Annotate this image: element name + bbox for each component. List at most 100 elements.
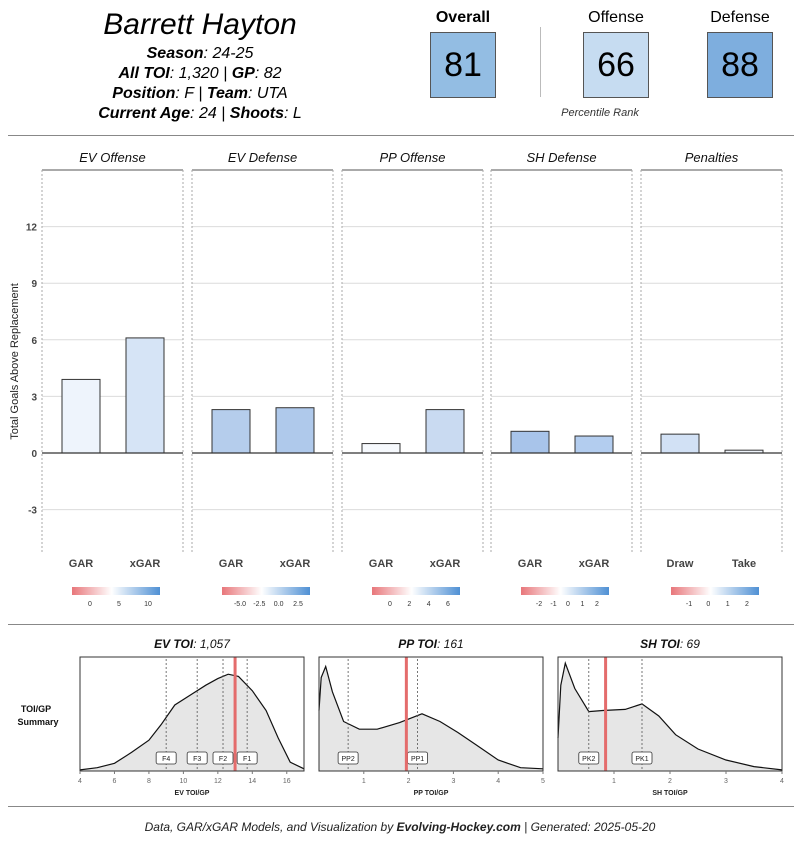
- gp-label: GP: [231, 65, 255, 82]
- footer-site: Evolving-Hockey.com: [396, 820, 521, 834]
- offense-value: 66: [583, 32, 649, 98]
- toi-frame: [79, 656, 305, 772]
- summary-label-line2: Summary: [17, 717, 58, 727]
- score-divider: [540, 27, 541, 97]
- ref-label-box: [236, 751, 258, 765]
- gp-value: 82: [263, 65, 282, 82]
- color-scale-tick: -5.0: [234, 601, 246, 608]
- color-scale-tick: 0: [566, 601, 570, 608]
- x-tick-label: GAR: [518, 558, 543, 570]
- x-tick-label: 3: [724, 778, 728, 785]
- panel-title: PP Offense: [380, 150, 446, 165]
- color-scale-tick: 0: [388, 601, 392, 608]
- x-tick-label: 14: [248, 778, 256, 785]
- toi-title-sep: :: [193, 637, 200, 651]
- footer-prefix: Data, GAR/xGAR Models, and Visualization…: [144, 820, 397, 834]
- x-tick-label: 3: [451, 778, 455, 785]
- defense-score: Defense 88: [706, 8, 774, 98]
- x-axis-label: SH TOI/GP: [652, 790, 688, 797]
- panel-title: Penalties: [685, 150, 739, 165]
- color-scale-tick: 0.0: [274, 601, 284, 608]
- color-scale-tick: -2.5: [253, 601, 265, 608]
- x-tick-label: 1: [362, 778, 366, 785]
- toi-panel-sh-toi: SH TOI: 69 PK2 PK1 1 2 3 4 SH TOI/GP: [557, 637, 784, 797]
- toi-panel-pp-toi: PP TOI: 161 PP2 PP1 1 2 3 4 5 PP TOI/GP: [318, 637, 545, 797]
- season-label: Season: [146, 45, 204, 62]
- divider-middle: [8, 624, 794, 625]
- x-tick-label: GAR: [69, 558, 94, 570]
- density-line: [79, 673, 305, 771]
- summary-label-line1: TOI/GP: [21, 704, 51, 714]
- gar-panel-pp-offense: PP Offense GAR xGAR 0 2 4 6: [341, 150, 484, 608]
- x-axis-label: EV TOI/GP: [175, 790, 210, 797]
- y-axis-label: Total Goals Above Replacement: [9, 283, 21, 440]
- offense-label: Offense: [588, 9, 644, 26]
- age-value: 24: [198, 105, 217, 122]
- bar-xgar: [574, 435, 614, 454]
- ref-label: F1: [243, 756, 251, 763]
- density-area: [558, 663, 782, 771]
- season-value: 24-25: [212, 45, 254, 62]
- gar-panel-sh-defense: SH Defense GAR xGAR -2 -1 0 1 2: [490, 150, 633, 608]
- y-tick-label: -3: [28, 506, 37, 517]
- team-label: Team: [206, 85, 249, 102]
- bar-xgar: [125, 337, 165, 454]
- color-scale-bar: [222, 587, 310, 595]
- toi-summary-chart: TOI/GP Summary EV TOI: 1,057 F4 F3 F2 F1 4 6 8 10 1…: [17, 637, 784, 797]
- shoots-value: L: [292, 105, 302, 122]
- color-scale-tick: 1: [726, 601, 730, 608]
- color-scale-tick: 4: [427, 601, 431, 608]
- age-line: Current Age: 24 | Shoots: L: [98, 105, 302, 122]
- ref-label-box: [155, 751, 177, 765]
- y-tick-label: 3: [31, 392, 37, 403]
- ref-label: PP2: [342, 756, 355, 763]
- toi-title-sep: :: [680, 637, 687, 651]
- gar-panel-ev-offense: EV Offense GAR xGAR 0 5 10: [41, 150, 184, 608]
- ref-label-box: [186, 751, 208, 765]
- x-tick-label: 1: [612, 778, 616, 785]
- ref-label: PP1: [411, 756, 424, 763]
- x-tick-label: xGAR: [130, 558, 161, 570]
- color-scale-bar: [521, 587, 609, 595]
- density-area: [80, 674, 304, 771]
- x-tick-label: GAR: [369, 558, 394, 570]
- x-tick-label: GAR: [219, 558, 244, 570]
- density-area: [319, 666, 543, 771]
- x-tick-label: 2: [407, 778, 411, 785]
- gar-chart: Total Goals Above Replacement-3036912EV …: [9, 150, 783, 608]
- x-axis-label: PP TOI/GP: [414, 790, 449, 797]
- player-name: Barrett Hayton: [103, 8, 297, 41]
- x-tick-label: Draw: [667, 558, 694, 570]
- ref-label-box: [212, 751, 234, 765]
- overall-value: 81: [430, 32, 496, 98]
- x-tick-label: Take: [732, 558, 756, 570]
- overall-label: Overall: [435, 9, 491, 26]
- toi-title-label: PP TOI: [398, 637, 437, 651]
- player-info: Barrett Hayton Season: 24-25 All TOI: 1,…: [0, 6, 400, 124]
- position-label: Position: [112, 85, 176, 102]
- toi-title: EV TOI: 1,057: [154, 637, 231, 651]
- x-tick-label: xGAR: [579, 558, 610, 570]
- bar-gar: [361, 443, 401, 454]
- toi-panel-ev-toi: EV TOI: 1,057 F4 F3 F2 F1 4 6 8 10 12 14 16 EV TOI/G…: [78, 637, 305, 797]
- x-tick-label: 4: [780, 778, 784, 785]
- panel-title: SH Defense: [526, 150, 596, 165]
- x-tick-label: 10: [179, 778, 187, 785]
- position-line: Position: F | Team: UTA: [112, 85, 288, 102]
- x-tick-label: 8: [147, 778, 151, 785]
- gar-panel-penalties: Penalties Draw Take -1 0 1 2: [640, 150, 783, 608]
- x-tick-label: 5: [541, 778, 545, 785]
- defense-value: 88: [707, 32, 773, 98]
- color-scale-tick: 5: [117, 601, 121, 608]
- toi-title: SH TOI: 69: [640, 637, 700, 651]
- toi-label: All TOI: [118, 65, 170, 82]
- color-scale-bar: [372, 587, 460, 595]
- color-scale-tick: 2: [745, 601, 749, 608]
- color-scale-bar: [671, 587, 759, 595]
- color-scale-bar: [72, 587, 160, 595]
- ref-label-box: [578, 751, 600, 765]
- color-scale-tick: -1: [550, 601, 556, 608]
- panel-title: EV Offense: [79, 150, 145, 165]
- footer: Data, GAR/xGAR Models, and Visualization…: [0, 820, 800, 834]
- percentile-label: Percentile Rank: [561, 107, 639, 119]
